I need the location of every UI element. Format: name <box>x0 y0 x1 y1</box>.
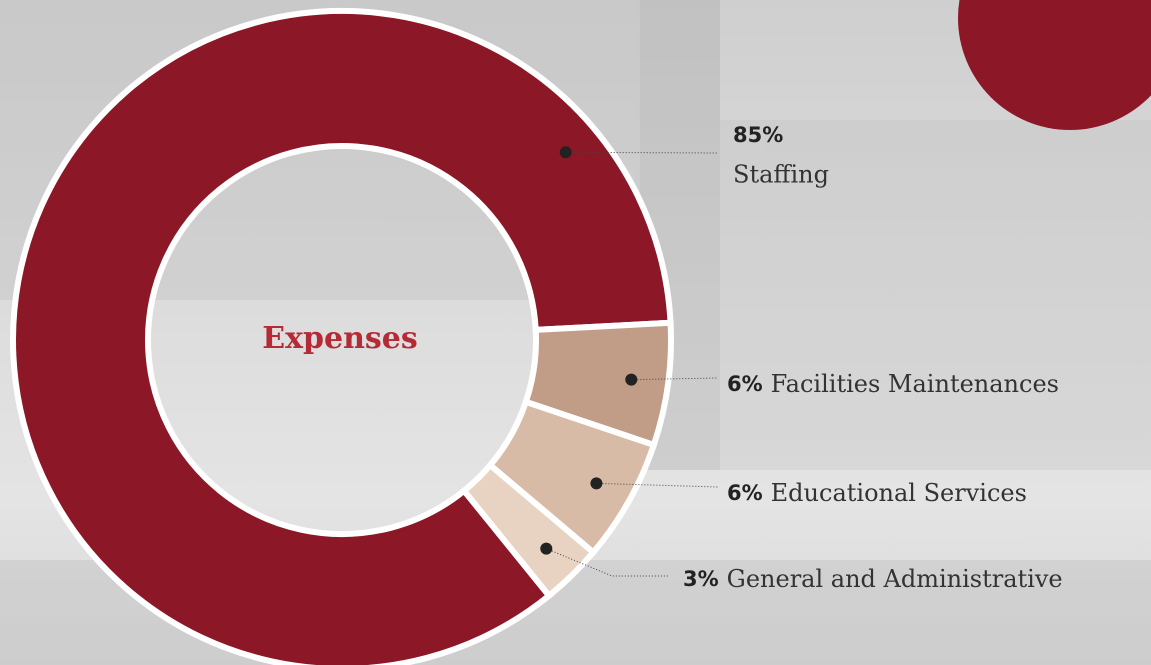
leader-line <box>596 482 719 488</box>
category-label: Facilities Maintenances <box>771 370 1059 398</box>
percent-label: 85% <box>733 123 783 147</box>
category-label: General and Administrative <box>727 565 1063 593</box>
slice-label: 6% Facilities Maintenances <box>727 370 1059 398</box>
leader-dot <box>540 542 553 555</box>
leader-line <box>631 377 719 381</box>
leader-dot <box>559 146 572 159</box>
category-label: Educational Services <box>771 479 1027 507</box>
leader-line <box>546 548 668 577</box>
slice <box>10 8 674 665</box>
slice-label: 3% General and Administrative <box>683 565 1063 593</box>
donut <box>10 8 674 665</box>
slice-label: 6% Educational Services <box>727 479 1027 507</box>
leader-line <box>565 151 719 154</box>
leader-dot <box>590 477 603 490</box>
center-label: Expenses <box>262 321 418 356</box>
percent-label: 3% <box>683 567 719 591</box>
decor-circle <box>958 0 1151 130</box>
percent-label: 6% <box>727 481 763 505</box>
slice <box>459 460 598 600</box>
percent-label: 6% <box>727 372 763 396</box>
category-label: Staffing <box>733 161 829 189</box>
leader-dot <box>625 373 638 386</box>
